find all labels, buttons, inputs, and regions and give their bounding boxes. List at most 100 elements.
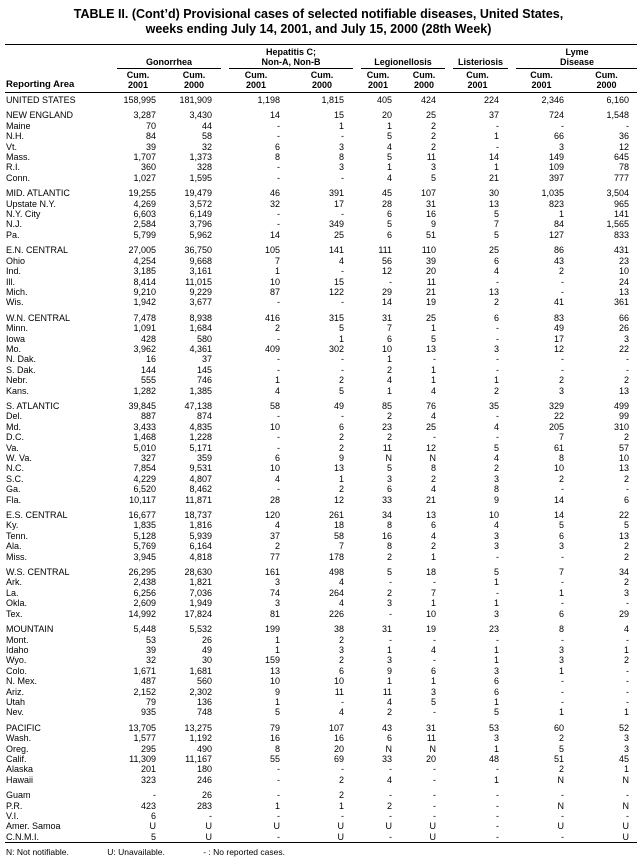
value-cell: 1,548: [606, 110, 630, 121]
value-cell: 3: [387, 655, 393, 666]
value-cell: -: [153, 790, 156, 801]
column-group-row: Reporting Area Gonorrhea Hepatitis C; No…: [5, 44, 637, 93]
value-cell: 29: [382, 286, 393, 297]
footnote-not-notifiable: N: Not notifiable.: [6, 847, 69, 857]
value-cell: 5: [494, 442, 500, 453]
value-cell: 66: [554, 131, 565, 142]
value-cell: -: [277, 172, 281, 183]
value-cell: -: [561, 634, 565, 645]
value-cell: -: [389, 811, 393, 821]
value-cell: -: [561, 686, 565, 697]
value-cell: 12: [426, 442, 437, 453]
table-row: Upstate N.Y. 4,269 3,572 32 17 28 31 13 823 965: [5, 199, 637, 209]
value-cell: -: [626, 686, 630, 697]
reporting-area-cell: W. Va.: [6, 453, 32, 463]
reporting-area-cell: Ark.: [6, 577, 23, 588]
value-cell: 360: [140, 162, 156, 173]
value-cell: 2: [339, 774, 345, 785]
value-cell: 1,468: [133, 432, 156, 443]
value-cell: 5: [387, 219, 393, 230]
value-cell: -: [626, 811, 630, 821]
value-cell: 4: [494, 520, 500, 531]
footnote-unavailable: U: Unavailable.: [107, 847, 165, 857]
value-cell: 28: [382, 198, 393, 209]
table-row: Nev. 935 748 5 4 2 - 5 1 1: [5, 707, 637, 717]
reporting-area-cell: S. ATLANTIC: [6, 400, 60, 411]
column-header-hepc-2000: Cum. 2000: [293, 69, 358, 93]
value-cell: 261: [329, 510, 345, 521]
value-cell: 2: [624, 432, 630, 443]
table-row: P.R. 423 283 1 1 2 - - N N: [5, 801, 637, 811]
table-row: N. Mex. 487 560 10 10 1 1 6 - -: [5, 676, 637, 686]
value-cell: 5: [275, 707, 281, 718]
value-cell: 6,149: [189, 209, 213, 220]
value-cell: 26: [619, 323, 630, 334]
value-cell: 11,309: [129, 753, 156, 764]
value-cell: 391: [329, 188, 345, 199]
reporting-area-cell: Idaho: [6, 644, 29, 655]
value-cell: 6,164: [189, 541, 213, 552]
value-cell: 1: [339, 473, 345, 484]
reporting-area-cell: E.S. CENTRAL: [6, 510, 68, 521]
value-cell: 1: [559, 665, 565, 676]
value-cell: 2: [624, 551, 630, 562]
value-cell: 7: [559, 432, 565, 443]
value-cell: 57: [619, 442, 630, 453]
value-cell: 1: [275, 634, 281, 645]
value-cell: 3,572: [189, 198, 213, 209]
column-group-lyme-disease: Lyme Disease: [512, 45, 637, 69]
value-cell: 5: [431, 172, 437, 183]
reporting-area-cell: V.I.: [6, 811, 19, 821]
value-cell: -: [626, 634, 630, 645]
value-cell: 3,504: [606, 188, 630, 199]
value-cell: 4: [494, 421, 500, 432]
value-cell: 9: [387, 665, 393, 676]
value-cell: 109: [549, 162, 565, 173]
reporting-area-cell: Wis.: [6, 297, 24, 308]
value-cell: 5: [494, 229, 500, 240]
value-cell: 5: [559, 520, 565, 531]
value-cell: -: [496, 276, 500, 287]
group-label-lyme-disease: Lyme Disease: [516, 47, 637, 69]
reporting-area-cell: Amer. Samoa: [6, 821, 61, 832]
table-row: E.S. CENTRAL 16,677 18,737 120 261 34 13 10 14 22: [5, 510, 637, 520]
value-cell: 6: [494, 686, 500, 697]
value-cell: 1,035: [541, 188, 565, 199]
value-cell: 823: [549, 198, 565, 209]
value-cell: 1: [559, 209, 565, 220]
footnote-no-reported-cases: - : No reported cases.: [203, 847, 285, 857]
value-cell: 5: [494, 707, 500, 718]
value-cell: 2: [387, 432, 393, 443]
value-cell: -: [277, 297, 281, 308]
value-cell: 8: [494, 484, 500, 495]
value-cell: -: [626, 665, 630, 676]
value-cell: -: [561, 364, 565, 375]
column-group-listeriosis: Listeriosis: [449, 45, 512, 69]
value-cell: 10: [426, 608, 437, 619]
value-cell: 2: [339, 432, 345, 443]
value-cell: 8: [387, 520, 393, 531]
value-cell: 6: [339, 421, 345, 432]
value-cell: -: [561, 551, 565, 562]
reporting-area-cell: Md.: [6, 421, 22, 432]
value-cell: 4: [431, 385, 437, 396]
value-cell: 13: [426, 343, 437, 354]
value-cell: N: [557, 800, 565, 811]
value-cell: 22: [619, 343, 630, 354]
table-row: Oreg. 295 490 8 20 N N 1 5 3: [5, 744, 637, 754]
value-cell: -: [433, 707, 437, 718]
value-cell: 39,845: [128, 400, 156, 411]
value-cell: 49: [334, 400, 345, 411]
value-cell: 7: [387, 323, 393, 334]
reporting-area-cell: P.R.: [6, 800, 23, 811]
table-row: Kans. 1,282 1,385 4 5 1 4 2 3 13: [5, 386, 637, 396]
value-cell: 6: [431, 665, 437, 676]
value-cell: 52: [619, 722, 630, 733]
value-cell: -: [277, 764, 281, 775]
value-cell: 361: [614, 297, 630, 308]
value-cell: -: [496, 432, 500, 443]
value-cell: 10: [619, 453, 630, 463]
value-cell: 428: [140, 333, 156, 344]
value-cell: 6: [275, 141, 281, 152]
value-cell: -: [496, 821, 500, 832]
